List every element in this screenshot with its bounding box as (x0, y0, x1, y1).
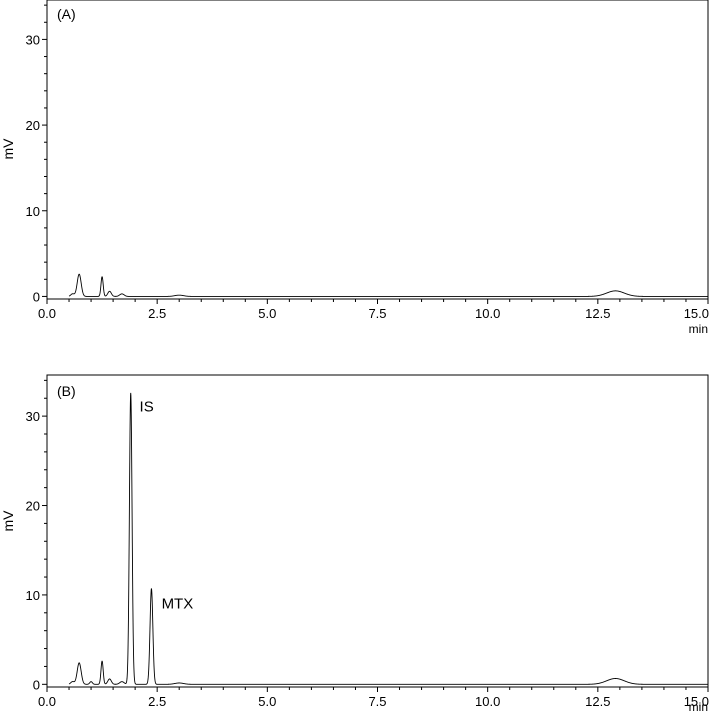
panel-a-x-tick-label: 10.0 (475, 306, 500, 321)
panel-a-y-tick-label: 0 (33, 289, 40, 304)
panel-b-y-tick-label: 30 (26, 409, 40, 424)
panel-a-x-tick-label: 5.0 (258, 306, 276, 321)
panel-a: (A) mV min 0.0 2.5 5.0 7.5 10.0 12.5 15.0 0 10 2… (0, 0, 709, 336)
panel-b-y-axis-label: mV (0, 510, 16, 532)
panel-b-x-tick-label: 7.5 (368, 694, 386, 709)
panel-b-x-tick-label: 12.5 (585, 694, 610, 709)
panel-a-y-axis: 0 10 20 30 (26, 4, 47, 304)
panel-b-y-tick-label: 20 (26, 499, 40, 514)
panel-a-x-tick-label: 0.0 (38, 306, 56, 321)
panel-a-x-tick-label: 2.5 (148, 306, 166, 321)
panel-a-frame (46, 0, 709, 300)
panel-b-y-tick-label: 10 (26, 588, 40, 603)
panel-a-x-tick-label: 7.5 (368, 306, 386, 321)
panel-a-label: (A) (57, 6, 76, 22)
panel-b-plot-area (68, 392, 708, 685)
panel-b-x-unit-label: min (689, 700, 708, 712)
panel-b-x-tick-label: 2.5 (148, 694, 166, 709)
panel-a-y-tick-label: 30 (26, 32, 40, 47)
panel-b-x-axis: 0.0 2.5 5.0 7.5 10.0 12.5 15.0 (38, 687, 709, 709)
panel-a-x-unit-label: min (689, 322, 708, 336)
panel-a-plot-area (68, 273, 708, 297)
panel-b: (B) mV min 0.0 2.5 5.0 7.5 10.0 12.5 15.0 0 10 2… (0, 374, 709, 712)
panel-b-frame (46, 374, 709, 688)
panel-a-x-axis: 0.0 2.5 5.0 7.5 10.0 12.5 15.0 (38, 299, 709, 321)
panel-b-x-tick-label: 10.0 (475, 694, 500, 709)
panel-b-label: (B) (57, 383, 76, 399)
panel-b-peak-annotation: MTX (162, 595, 194, 612)
panel-b-annotations: IS MTX (140, 399, 194, 613)
panel-a-y-axis-label: mV (0, 138, 16, 160)
panel-b-y-axis: 0 10 20 30 (26, 379, 47, 692)
panel-b-trace-line (68, 392, 708, 685)
panel-b-x-tick-label: 5.0 (258, 694, 276, 709)
panel-b-x-tick-label: 15.0 (684, 694, 709, 709)
panel-a-trace-line (68, 273, 708, 297)
panel-b-y-tick-label: 0 (33, 677, 40, 692)
panel-a-x-tick-label: 12.5 (585, 306, 610, 321)
panel-b-x-tick-label: 0.0 (38, 694, 56, 709)
panel-a-y-tick-label: 10 (26, 204, 40, 219)
panel-b-peak-annotation: IS (140, 399, 154, 416)
panel-a-y-tick-label: 20 (26, 118, 40, 133)
panel-a-x-tick-label: 15.0 (684, 306, 709, 321)
